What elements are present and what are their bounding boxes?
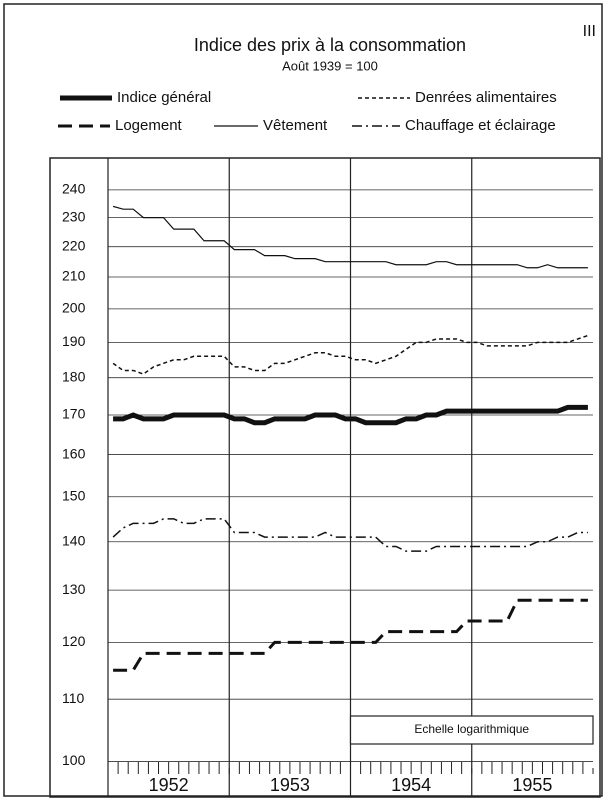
y-tick-label: 170 bbox=[62, 406, 86, 422]
y-tick-label: 230 bbox=[62, 208, 86, 224]
y-tick-label: 140 bbox=[62, 532, 86, 548]
legend-label: Indice général bbox=[117, 89, 211, 106]
x-tick-label: 1955 bbox=[512, 775, 552, 795]
series-line bbox=[112, 205, 588, 269]
y-tick-label: 190 bbox=[62, 333, 86, 349]
y-tick-label: 220 bbox=[62, 237, 86, 253]
y-tick-label: 110 bbox=[62, 690, 85, 706]
y-tick-label: 120 bbox=[62, 633, 86, 649]
series-line bbox=[112, 518, 588, 552]
y-tick-label: 100 bbox=[62, 752, 86, 768]
series-line bbox=[112, 334, 589, 375]
chart-title: Indice des prix à la consommation bbox=[194, 35, 466, 55]
y-tick-label: 240 bbox=[62, 181, 86, 197]
legend-label: Denrées alimentaires bbox=[415, 89, 557, 106]
x-tick-label: 1954 bbox=[391, 775, 431, 795]
y-tick-label: 210 bbox=[62, 268, 86, 284]
legend-label: Vêtement bbox=[263, 117, 328, 134]
y-tick-label: 150 bbox=[62, 487, 86, 503]
y-tick-label: 160 bbox=[62, 445, 86, 461]
scale-note: Echelle logarithmique bbox=[414, 722, 529, 736]
y-tick-label: 180 bbox=[62, 368, 86, 384]
corner-label: III bbox=[583, 23, 596, 40]
x-tick-label: 1952 bbox=[149, 775, 189, 795]
series-line bbox=[113, 404, 588, 426]
chart-subtitle: Août 1939 = 100 bbox=[282, 58, 378, 73]
series-line bbox=[113, 598, 588, 672]
note-box bbox=[349, 715, 594, 745]
y-tick-label: 130 bbox=[62, 581, 86, 597]
legend-label: Chauffage et éclairage bbox=[405, 117, 556, 134]
page-border bbox=[3, 3, 603, 797]
x-tick-label: 1953 bbox=[270, 775, 310, 795]
legend-label: Logement bbox=[115, 117, 183, 134]
y-tick-label: 200 bbox=[62, 300, 86, 316]
plot-frame bbox=[49, 157, 601, 798]
